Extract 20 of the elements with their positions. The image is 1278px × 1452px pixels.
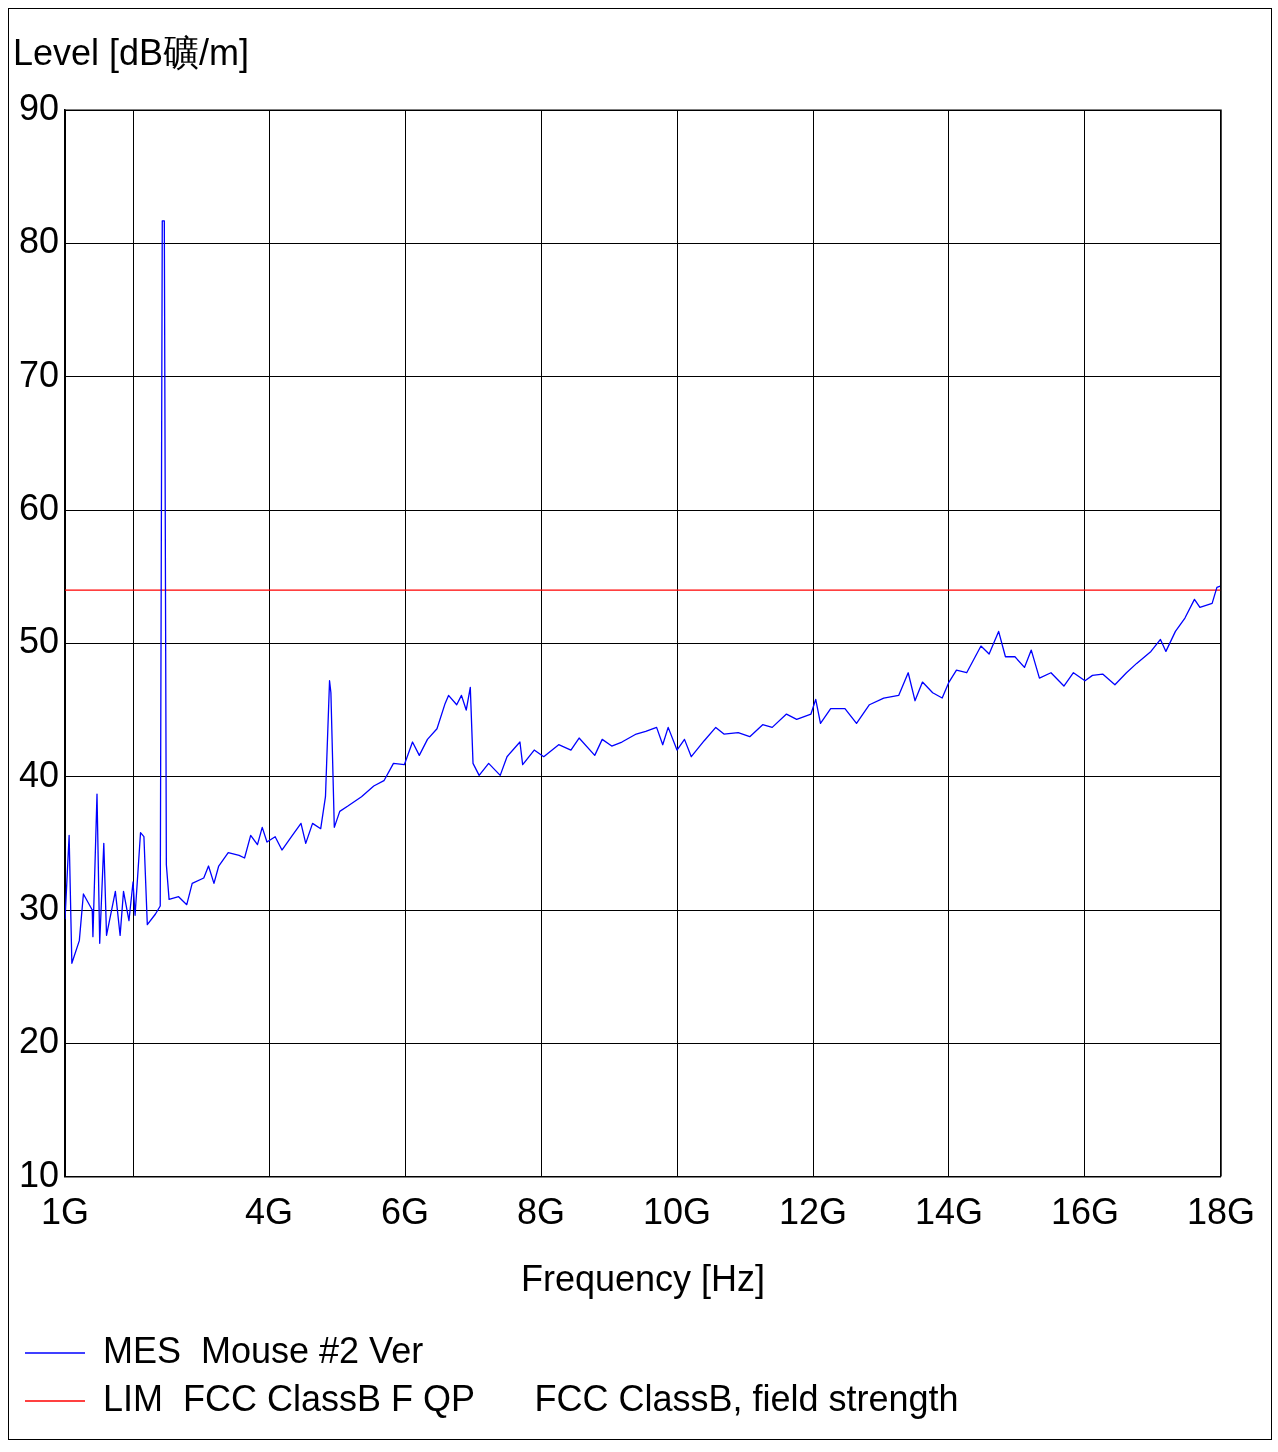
x-tick-label: 8G: [517, 1191, 566, 1233]
y-tick-label: 90: [19, 87, 60, 129]
y-tick-label: 20: [19, 1020, 60, 1062]
y-tick-label: 50: [19, 620, 60, 662]
legend-label: LIM FCC ClassB F QP FCC ClassB, field strength: [103, 1377, 959, 1419]
y-tick-label: 40: [19, 753, 60, 795]
y-tick-label: 60: [19, 487, 60, 529]
x-tick-label: 18G: [1186, 1191, 1255, 1233]
x-tick-label: 6G: [381, 1191, 430, 1233]
y-axis-title: Level [dB礦/m]: [13, 31, 250, 73]
legend-label: MES Mouse #2 Ver: [103, 1329, 424, 1371]
y-tick-label: 80: [19, 220, 60, 262]
x-axis-title: Frequency [Hz]: [520, 1258, 766, 1300]
y-tick-label: 30: [19, 886, 60, 928]
y-tick-label: 70: [19, 353, 60, 395]
x-tick-label: 12G: [778, 1191, 848, 1233]
x-tick-label: 10G: [642, 1191, 712, 1233]
x-tick-label: 4G: [245, 1191, 294, 1233]
x-tick-label: 14G: [914, 1191, 984, 1233]
x-tick-label: 16G: [1050, 1191, 1120, 1233]
